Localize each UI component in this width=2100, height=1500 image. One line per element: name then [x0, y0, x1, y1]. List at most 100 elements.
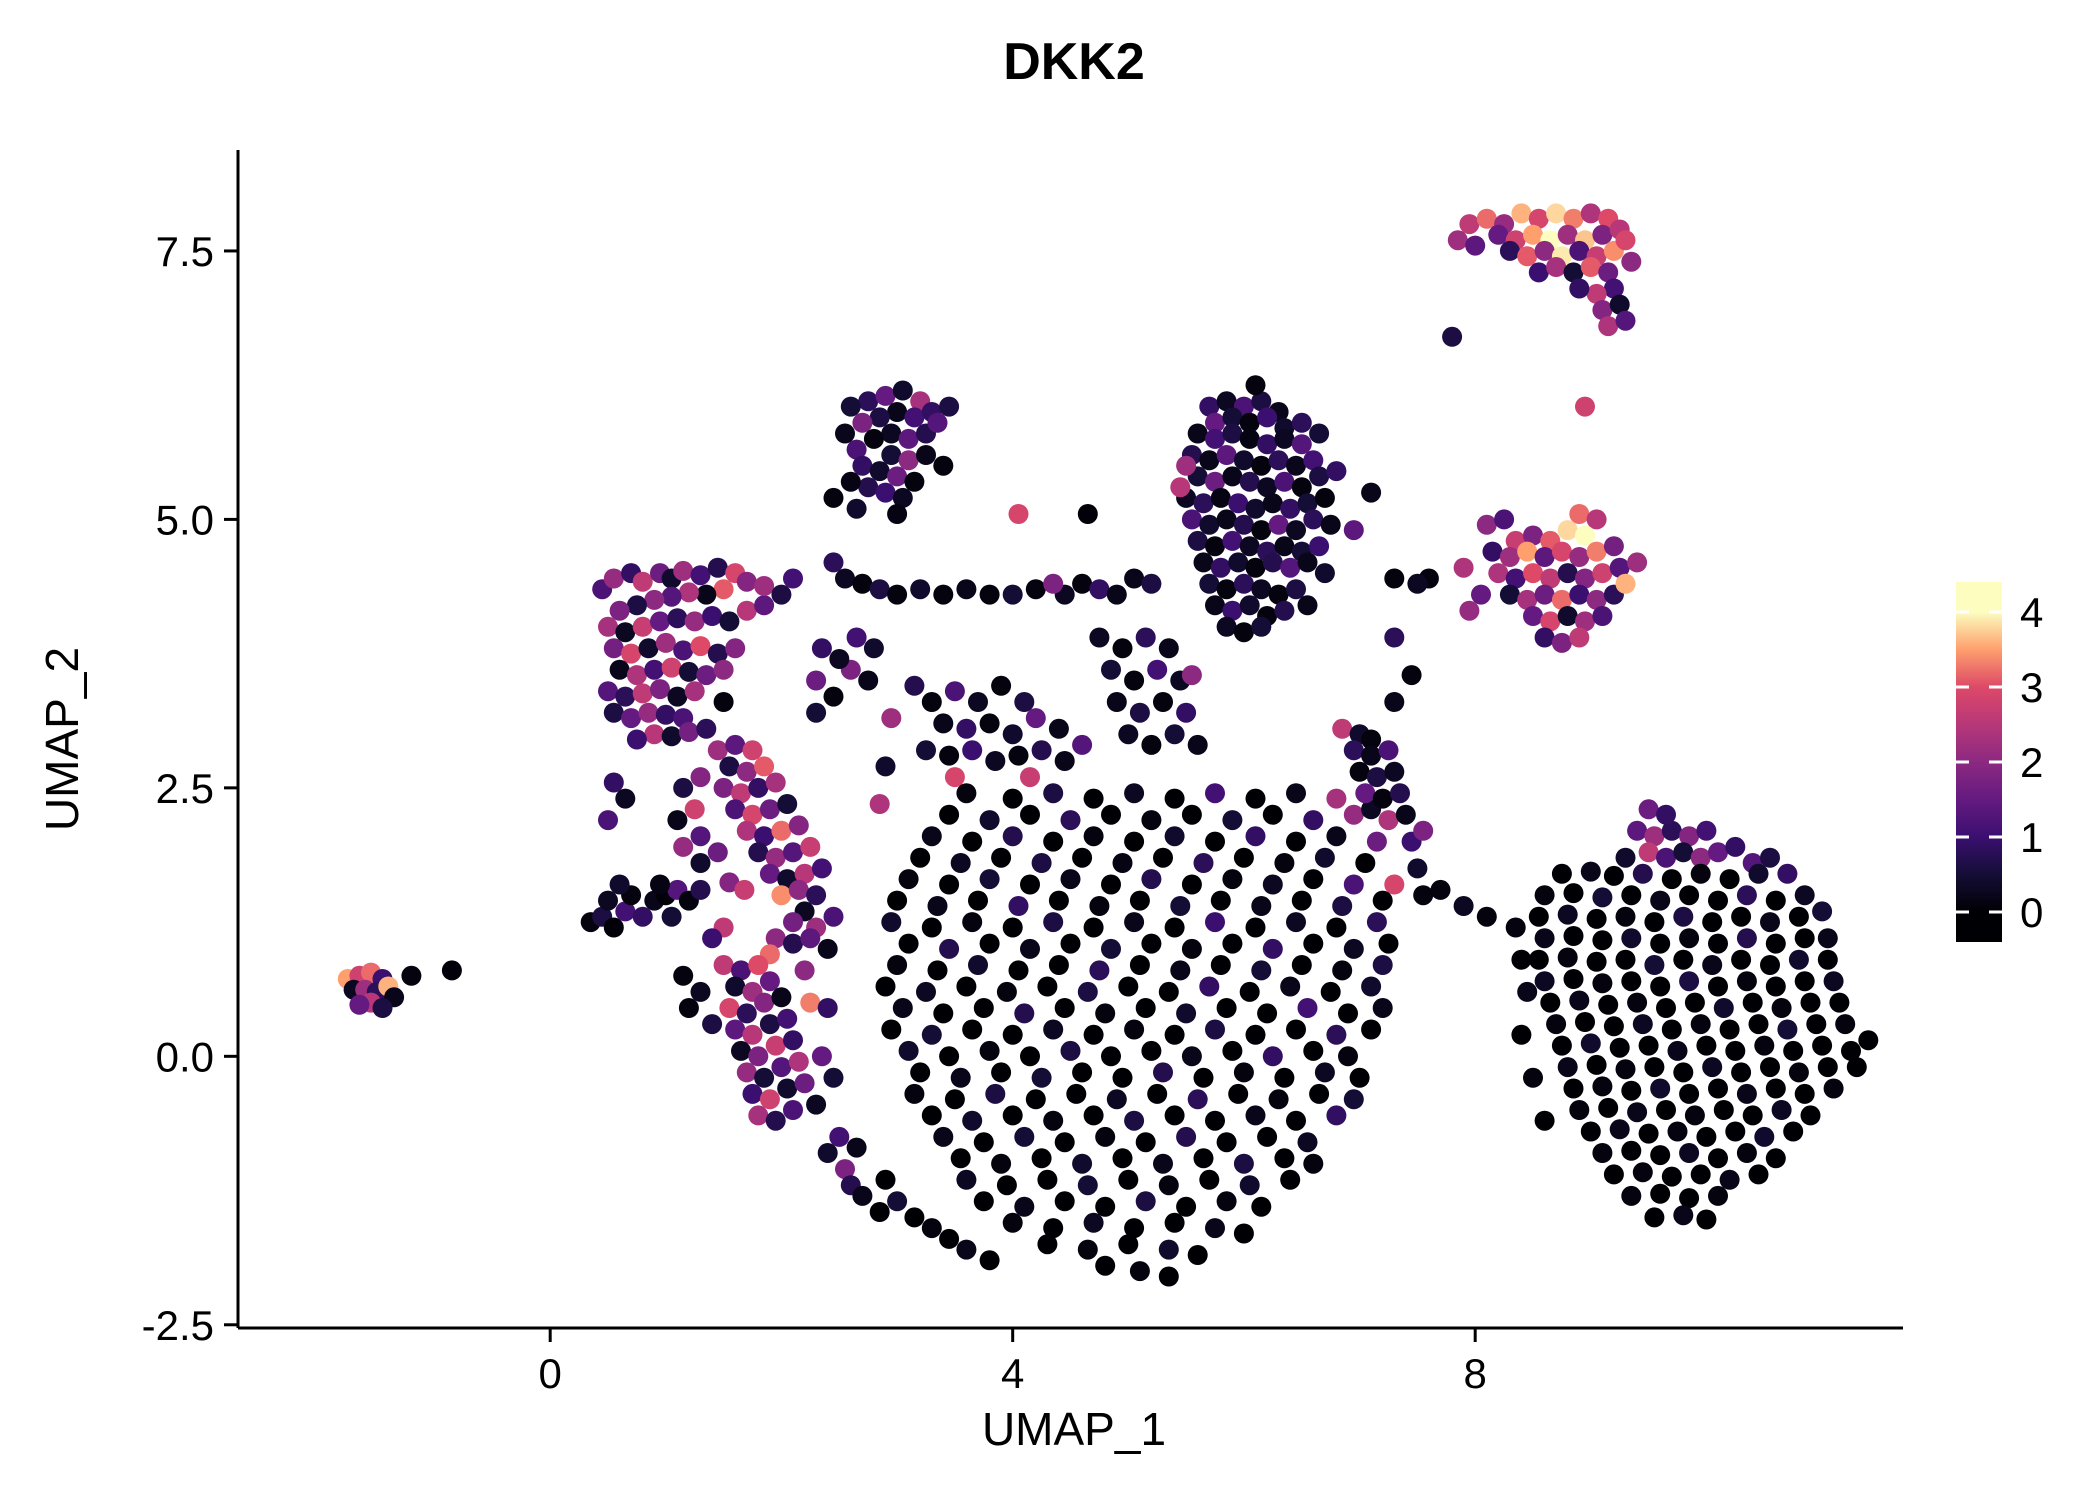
data-point	[1072, 1153, 1093, 1174]
data-point	[1661, 820, 1682, 841]
data-point	[829, 649, 850, 669]
data-point	[1788, 1062, 1809, 1083]
data-point	[626, 595, 647, 616]
data-point	[690, 565, 711, 586]
data-point	[968, 890, 988, 911]
data-point	[892, 487, 913, 508]
data-point	[1199, 514, 1220, 535]
data-point	[1222, 810, 1243, 831]
data-point	[1222, 933, 1243, 954]
data-point	[1800, 992, 1821, 1013]
data-point	[783, 933, 803, 954]
data-point	[1286, 1110, 1306, 1131]
data-point	[1806, 1014, 1827, 1035]
data-point	[1523, 606, 1543, 626]
data-point	[1569, 547, 1590, 567]
data-point	[661, 586, 682, 607]
data-point	[1141, 810, 1162, 831]
data-point	[1060, 933, 1081, 954]
data-point	[881, 423, 902, 444]
data-point	[1031, 1067, 1052, 1088]
data-point	[788, 1051, 809, 1072]
data-point	[939, 938, 960, 959]
data-point	[759, 1014, 780, 1035]
data-point	[1505, 568, 1526, 589]
data-point	[1736, 885, 1757, 906]
data-point	[1054, 751, 1075, 771]
data-point	[1609, 1119, 1630, 1140]
data-point	[1326, 1105, 1347, 1126]
data-point	[1615, 906, 1636, 927]
data-point	[1187, 734, 1208, 755]
data-point	[609, 600, 630, 621]
data-point	[846, 439, 867, 460]
colorbar-tick-label: 4	[2020, 589, 2043, 636]
data-point	[1268, 584, 1289, 605]
data-point	[1592, 606, 1613, 626]
data-point	[1020, 1046, 1040, 1067]
data-point	[1118, 1169, 1139, 1190]
data-point	[1314, 487, 1335, 508]
data-point	[754, 826, 775, 847]
data-point	[892, 380, 913, 401]
data-point	[1002, 1212, 1023, 1233]
data-point	[1043, 1218, 1064, 1239]
data-point	[1014, 692, 1035, 712]
data-point	[1459, 214, 1480, 235]
data-point	[1384, 874, 1405, 895]
data-point	[1765, 976, 1786, 997]
data-point	[603, 772, 624, 793]
data-point	[1361, 745, 1382, 766]
data-point	[1534, 928, 1555, 949]
data-point	[1586, 908, 1607, 929]
data-point	[944, 681, 965, 702]
data-point	[1557, 520, 1578, 541]
data-point	[1650, 1078, 1671, 1099]
data-point	[1286, 579, 1306, 600]
data-point	[1615, 949, 1636, 970]
data-point	[1650, 1145, 1671, 1166]
data-point	[1621, 1080, 1642, 1101]
data-point	[644, 659, 665, 680]
data-point	[1210, 487, 1231, 508]
data-point	[1158, 1239, 1179, 1260]
data-point	[748, 1046, 769, 1067]
data-point	[1627, 552, 1648, 573]
data-point	[1309, 536, 1330, 557]
data-point	[1841, 1040, 1861, 1061]
data-point	[650, 611, 670, 632]
data-point	[777, 794, 798, 814]
data-point	[1378, 933, 1399, 954]
data-point	[1569, 278, 1590, 299]
data-point	[783, 568, 803, 589]
data-point	[690, 981, 711, 1002]
data-point	[858, 477, 879, 498]
data-point	[1511, 1024, 1532, 1045]
data-point	[1181, 804, 1202, 825]
data-point	[829, 1126, 850, 1147]
data-point	[1326, 461, 1347, 482]
data-point	[1147, 659, 1168, 680]
data-point	[678, 582, 699, 603]
data-point	[1343, 740, 1364, 761]
data-point	[707, 643, 728, 664]
data-point	[881, 708, 902, 729]
data-point	[1534, 547, 1555, 567]
data-point	[1025, 1089, 1046, 1110]
data-point	[811, 858, 832, 879]
data-point	[1222, 530, 1243, 551]
data-point	[713, 579, 734, 600]
data-point	[742, 1024, 763, 1045]
data-point	[1031, 853, 1052, 873]
data-point	[927, 896, 948, 916]
data-point	[1644, 1057, 1665, 1078]
data-point	[979, 869, 1000, 890]
data-point	[655, 632, 676, 653]
data-point	[1736, 928, 1757, 949]
data-point	[707, 740, 728, 761]
data-point	[956, 579, 977, 600]
data-point	[1517, 246, 1538, 267]
data-point	[1580, 1121, 1601, 1142]
data-point	[910, 847, 931, 868]
data-point	[1748, 863, 1769, 884]
